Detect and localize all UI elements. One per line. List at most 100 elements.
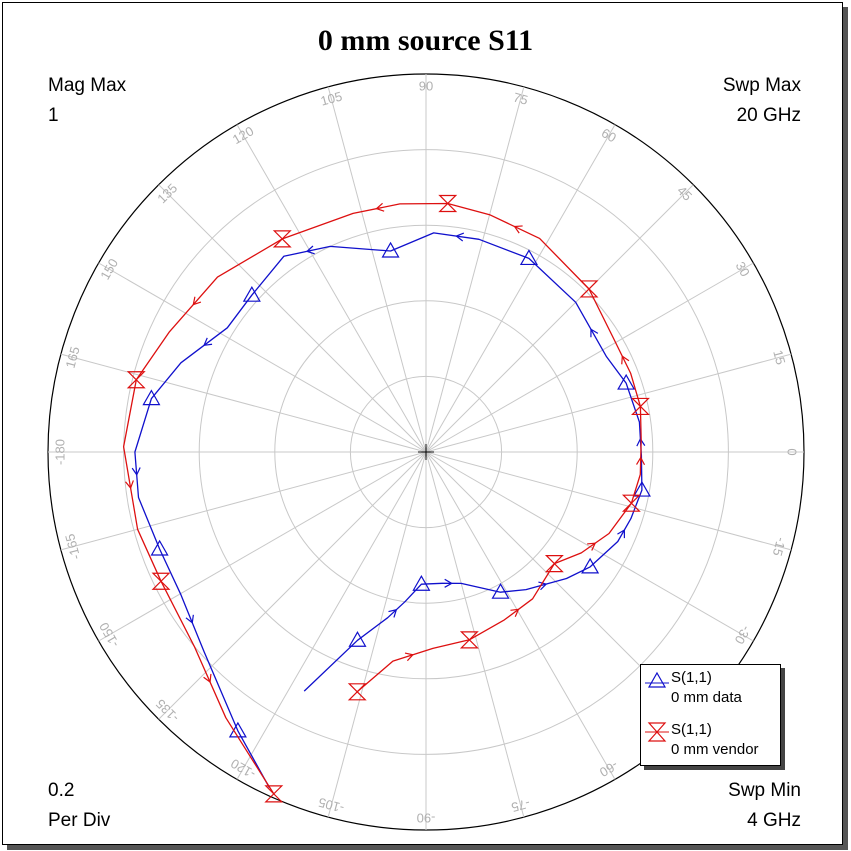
per-div-label: Per Div bbox=[48, 810, 111, 831]
angle-tick-label: -180 bbox=[53, 439, 68, 465]
grid-spoke bbox=[60, 451, 427, 551]
hourglass-marker bbox=[438, 194, 458, 213]
sweep-max-value: 20 GHz bbox=[736, 105, 801, 126]
angle-tick-label: -75 bbox=[510, 796, 532, 815]
angle-tick-label: 165 bbox=[63, 345, 83, 370]
angle-tick-label: 75 bbox=[512, 90, 530, 108]
legend-series-label: 0 mm data bbox=[671, 689, 742, 706]
triangle-marker bbox=[519, 249, 538, 266]
angle-tick-label: -30 bbox=[732, 623, 754, 647]
triangle-marker bbox=[491, 582, 510, 599]
hourglass-marker bbox=[621, 494, 641, 512]
grid-spoke bbox=[425, 451, 792, 551]
direction-arrow bbox=[203, 337, 213, 347]
series-vendor bbox=[122, 194, 650, 803]
direction-arrow bbox=[587, 542, 597, 551]
grid-spoke bbox=[425, 451, 616, 780]
direction-arrow bbox=[131, 467, 141, 476]
angle-tick-label: 30 bbox=[733, 259, 753, 279]
hourglass-marker bbox=[579, 280, 599, 298]
grid-spoke bbox=[98, 262, 427, 453]
direction-arrow bbox=[305, 245, 315, 255]
triangle-marker bbox=[142, 389, 161, 406]
hourglass-marker bbox=[264, 785, 284, 803]
legend: S(1,1) 0 mm data S(1,1) 0 mm vendor bbox=[640, 664, 781, 766]
hourglass-marker bbox=[151, 572, 171, 590]
triangle-marker bbox=[617, 373, 636, 390]
grid-spoke bbox=[158, 184, 427, 453]
mag-max-value: 1 bbox=[48, 105, 59, 126]
per-div-value: 0.2 bbox=[48, 780, 75, 801]
hourglass-marker bbox=[347, 683, 367, 701]
legend-series-name: S(1,1) bbox=[671, 669, 712, 686]
legend-entry-vendor: S(1,1) 0 mm vendor bbox=[641, 717, 780, 765]
angle-tick-label: 105 bbox=[319, 89, 344, 109]
triangle-marker bbox=[412, 575, 431, 591]
direction-arrow bbox=[125, 480, 134, 490]
angle-tick-label: 60 bbox=[599, 125, 619, 145]
angle-tick-label: 90 bbox=[419, 79, 433, 94]
per-div-readout: 0.2 Per Div bbox=[48, 776, 110, 836]
grid-spoke bbox=[236, 124, 427, 453]
angle-tick-label: -165 bbox=[62, 532, 83, 561]
direction-arrow bbox=[513, 225, 523, 234]
sweep-min-readout: Swp Min 4 GHz bbox=[728, 776, 801, 836]
polar-grid bbox=[47, 73, 805, 831]
grid-spoke bbox=[425, 86, 525, 453]
hourglass-marker bbox=[631, 397, 650, 416]
triangle-marker bbox=[632, 480, 651, 497]
triangle-marker bbox=[348, 631, 367, 647]
direction-arrow bbox=[388, 608, 398, 618]
grid-spoke bbox=[425, 262, 754, 453]
legend-series-label: 0 mm vendor bbox=[671, 741, 759, 758]
direction-arrow bbox=[617, 528, 625, 539]
trace-line bbox=[122, 202, 642, 795]
direction-arrow bbox=[203, 673, 212, 684]
grid-spoke bbox=[236, 451, 427, 780]
legend-entry-data: S(1,1) 0 mm data bbox=[641, 665, 780, 713]
traces bbox=[122, 194, 651, 803]
direction-arrow bbox=[510, 608, 520, 617]
hourglass-marker bbox=[544, 554, 564, 573]
direction-arrow bbox=[455, 232, 465, 242]
angle-tick-label: -15 bbox=[770, 536, 789, 558]
sweep-min-label: Swp Min bbox=[728, 780, 801, 801]
series-data bbox=[131, 232, 651, 789]
legend-series-name: S(1,1) bbox=[671, 721, 712, 738]
direction-arrow bbox=[404, 652, 415, 662]
angle-tick-label: 0 bbox=[784, 448, 799, 455]
triangle-marker bbox=[581, 557, 600, 574]
grid-spoke bbox=[425, 184, 694, 453]
angle-tick-label: -90 bbox=[417, 810, 436, 825]
direction-arrow bbox=[538, 581, 548, 591]
hourglass-marker bbox=[272, 230, 292, 248]
angle-tick-label: -60 bbox=[597, 758, 621, 780]
angle-tick-label: -105 bbox=[317, 795, 346, 816]
angle-tick-label: -150 bbox=[96, 620, 122, 650]
sweep-max-readout: Swp Max 20 GHz bbox=[723, 71, 801, 131]
triangle-marker bbox=[150, 539, 169, 556]
mag-max-readout: Mag Max 1 bbox=[48, 71, 126, 131]
direction-arrow bbox=[590, 328, 599, 338]
grid-spoke bbox=[425, 124, 616, 453]
direction-arrow bbox=[621, 355, 630, 365]
sweep-max-label: Swp Max bbox=[722, 75, 801, 96]
grid-spoke bbox=[425, 353, 792, 453]
angle-tick-label: 15 bbox=[770, 348, 788, 366]
mag-max-label: Mag Max bbox=[48, 75, 127, 96]
triangle-marker bbox=[381, 241, 400, 258]
grid-spoke bbox=[327, 451, 427, 818]
chart-title: 0 mm source S11 bbox=[317, 24, 534, 57]
triangle-marker-icon bbox=[645, 671, 669, 688]
direction-arrow bbox=[192, 296, 202, 306]
direction-arrow bbox=[185, 614, 194, 624]
grid-spoke bbox=[98, 451, 427, 642]
direction-arrow bbox=[375, 202, 385, 212]
sweep-min-value: 4 GHz bbox=[747, 810, 801, 831]
hourglass-marker-icon bbox=[645, 722, 669, 742]
hourglass-marker bbox=[459, 631, 479, 649]
grid-spoke bbox=[158, 451, 427, 720]
hourglass-marker bbox=[126, 371, 146, 389]
direction-arrow bbox=[636, 456, 646, 466]
